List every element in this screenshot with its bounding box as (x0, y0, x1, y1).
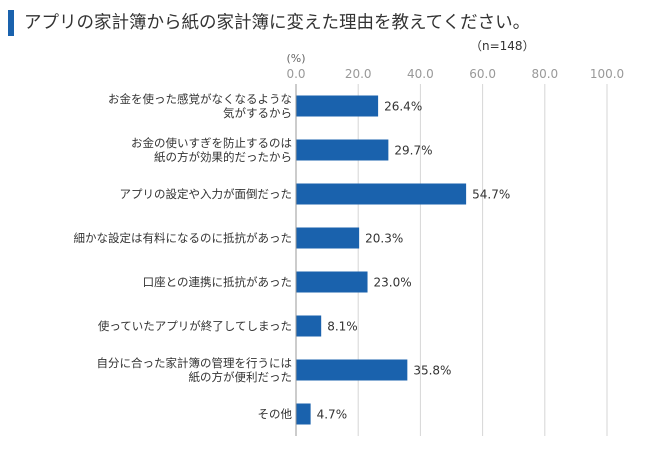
bar (296, 227, 360, 249)
category-label: 細かな設定は有料になるのに抵抗があった (74, 231, 293, 245)
category-label-line: 紙の方が効果的だったから (154, 150, 292, 164)
bar-value-label: 20.3% (365, 232, 403, 246)
bar (296, 139, 389, 161)
category-label: アプリの設定や入力が面倒だった (120, 187, 293, 201)
bar (296, 315, 322, 337)
x-tick-label: 100.0 (590, 67, 624, 81)
category-label: 口座との連携に抵抗があった (143, 275, 292, 289)
category-label-line: 細かな設定は有料になるのに抵抗があった (74, 231, 293, 245)
bar-value-label: 54.7% (472, 188, 510, 202)
x-tick-label: 60.0 (469, 67, 496, 81)
bar-value-label: 23.0% (374, 276, 412, 290)
bar (296, 271, 368, 293)
axis-unit-label: (%) (286, 52, 305, 65)
bar-value-label: 8.1% (327, 320, 358, 334)
category-label: 自分に合った家計簿の管理を行うには紙の方が便利だった (97, 356, 293, 384)
category-label-line: アプリの設定や入力が面倒だった (120, 187, 293, 201)
x-tick-label: 0.0 (286, 67, 305, 81)
category-label-line: お金の使いすぎを防止するのは (131, 136, 292, 150)
category-label-line: 口座との連携に抵抗があった (143, 275, 292, 289)
category-label-line: 使っていたアプリが終了してしまった (98, 319, 292, 333)
x-tick-label: 20.0 (345, 67, 372, 81)
bar-value-label: 26.4% (384, 100, 422, 114)
category-label-line: 紙の方が便利だった (189, 370, 293, 384)
category-label: 使っていたアプリが終了してしまった (98, 319, 292, 333)
bar (296, 95, 379, 117)
category-label: お金を使った感覚がなくなるような気がするから (108, 92, 292, 120)
bar (296, 359, 408, 381)
x-tick-label: 40.0 (407, 67, 434, 81)
chart-title: アプリの家計簿から紙の家計簿に変えた理由を教えてください。 (24, 13, 531, 33)
category-label: その他 (258, 407, 293, 421)
bar-value-label: 35.8% (413, 364, 451, 378)
bar (296, 403, 311, 425)
category-label-line: お金を使った感覚がなくなるような (108, 92, 292, 106)
category-label: お金の使いすぎを防止するのは紙の方が効果的だったから (131, 136, 292, 164)
sample-size-note: （n=148） (470, 39, 535, 53)
bar (296, 183, 467, 205)
category-label-line: 気がするから (223, 106, 292, 120)
x-tick-label: 80.0 (531, 67, 558, 81)
category-label-line: 自分に合った家計簿の管理を行うには (97, 356, 293, 370)
bar-value-label: 29.7% (394, 144, 432, 158)
category-label-line: その他 (258, 407, 293, 421)
bar-value-label: 4.7% (317, 408, 348, 422)
title-accent-bar (8, 10, 14, 36)
